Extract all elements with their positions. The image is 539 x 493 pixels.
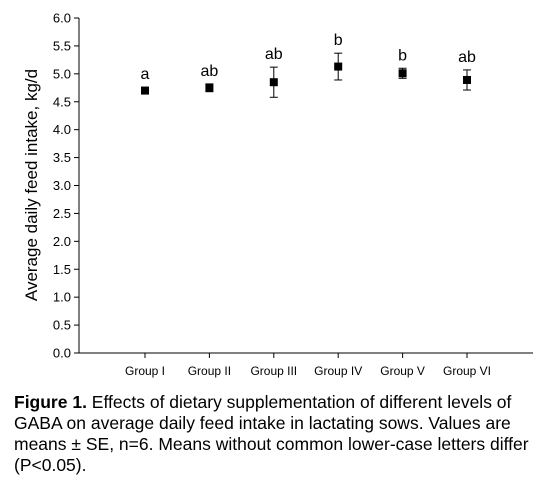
x-tick-label: Group II	[188, 364, 231, 378]
data-point-marker	[269, 78, 278, 87]
significance-letter: ab	[458, 49, 476, 66]
data-point-group: a	[141, 66, 150, 95]
y-tick-label: 3.0	[53, 178, 71, 193]
data-point-marker	[463, 75, 471, 84]
y-axis-label: Average daily feed intake, kg/d	[22, 69, 41, 301]
data-point-group: ab	[265, 46, 283, 98]
data-point-marker	[334, 62, 343, 71]
x-tick-label: Group III	[250, 364, 297, 378]
y-tick-label: 5.5	[53, 38, 71, 53]
caption-label: Figure 1.	[14, 392, 87, 412]
figure-caption: Figure 1. Effects of dietary supplementa…	[14, 392, 529, 476]
data-point-group: ab	[201, 63, 219, 93]
data-point-marker	[205, 83, 214, 92]
significance-letter: ab	[265, 46, 283, 63]
y-ticks: 0.0 0.5 1.0 1.5 2.0 2.5 3.0 3.5 4.0 4.5 5.0 5.5 6.0	[53, 11, 79, 361]
data-points: a ab ab b b ab	[141, 32, 476, 98]
x-tick-label: Group V	[380, 364, 425, 378]
y-tick-label: 4.5	[53, 94, 71, 109]
x-tick-label: Group I	[125, 364, 165, 378]
y-tick-label: 0.0	[53, 346, 71, 361]
y-tick-label: 3.5	[53, 150, 71, 165]
data-point-group: b	[334, 32, 343, 81]
significance-letter: ab	[201, 63, 219, 80]
data-point-marker	[141, 86, 149, 95]
significance-letter: b	[334, 32, 343, 49]
x-tick-label: Group IV	[314, 364, 362, 378]
y-tick-label: 6.0	[53, 11, 71, 26]
x-tick-label: Group VI	[443, 364, 491, 378]
data-point-group: ab	[458, 49, 476, 91]
x-ticks: Group I Group II Group III Group IV Group V G…	[125, 353, 491, 378]
caption-text: Effects of dietary supplementation of di…	[14, 392, 529, 475]
y-tick-label: 1.5	[53, 262, 71, 277]
y-tick-label: 5.0	[53, 66, 71, 81]
y-tick-label: 4.0	[53, 122, 71, 137]
significance-letter: b	[398, 47, 407, 64]
y-tick-label: 1.0	[53, 290, 71, 305]
y-tick-label: 2.0	[53, 234, 71, 249]
y-tick-label: 2.5	[53, 206, 71, 221]
chart: 0.00.51.01.52.02.53.03.54.04.55.05.56.0 …	[22, 11, 533, 378]
y-tick-label: 0.5	[53, 318, 71, 333]
data-point-group: b	[398, 47, 407, 79]
significance-letter: a	[141, 66, 150, 83]
data-point-marker	[398, 69, 407, 78]
